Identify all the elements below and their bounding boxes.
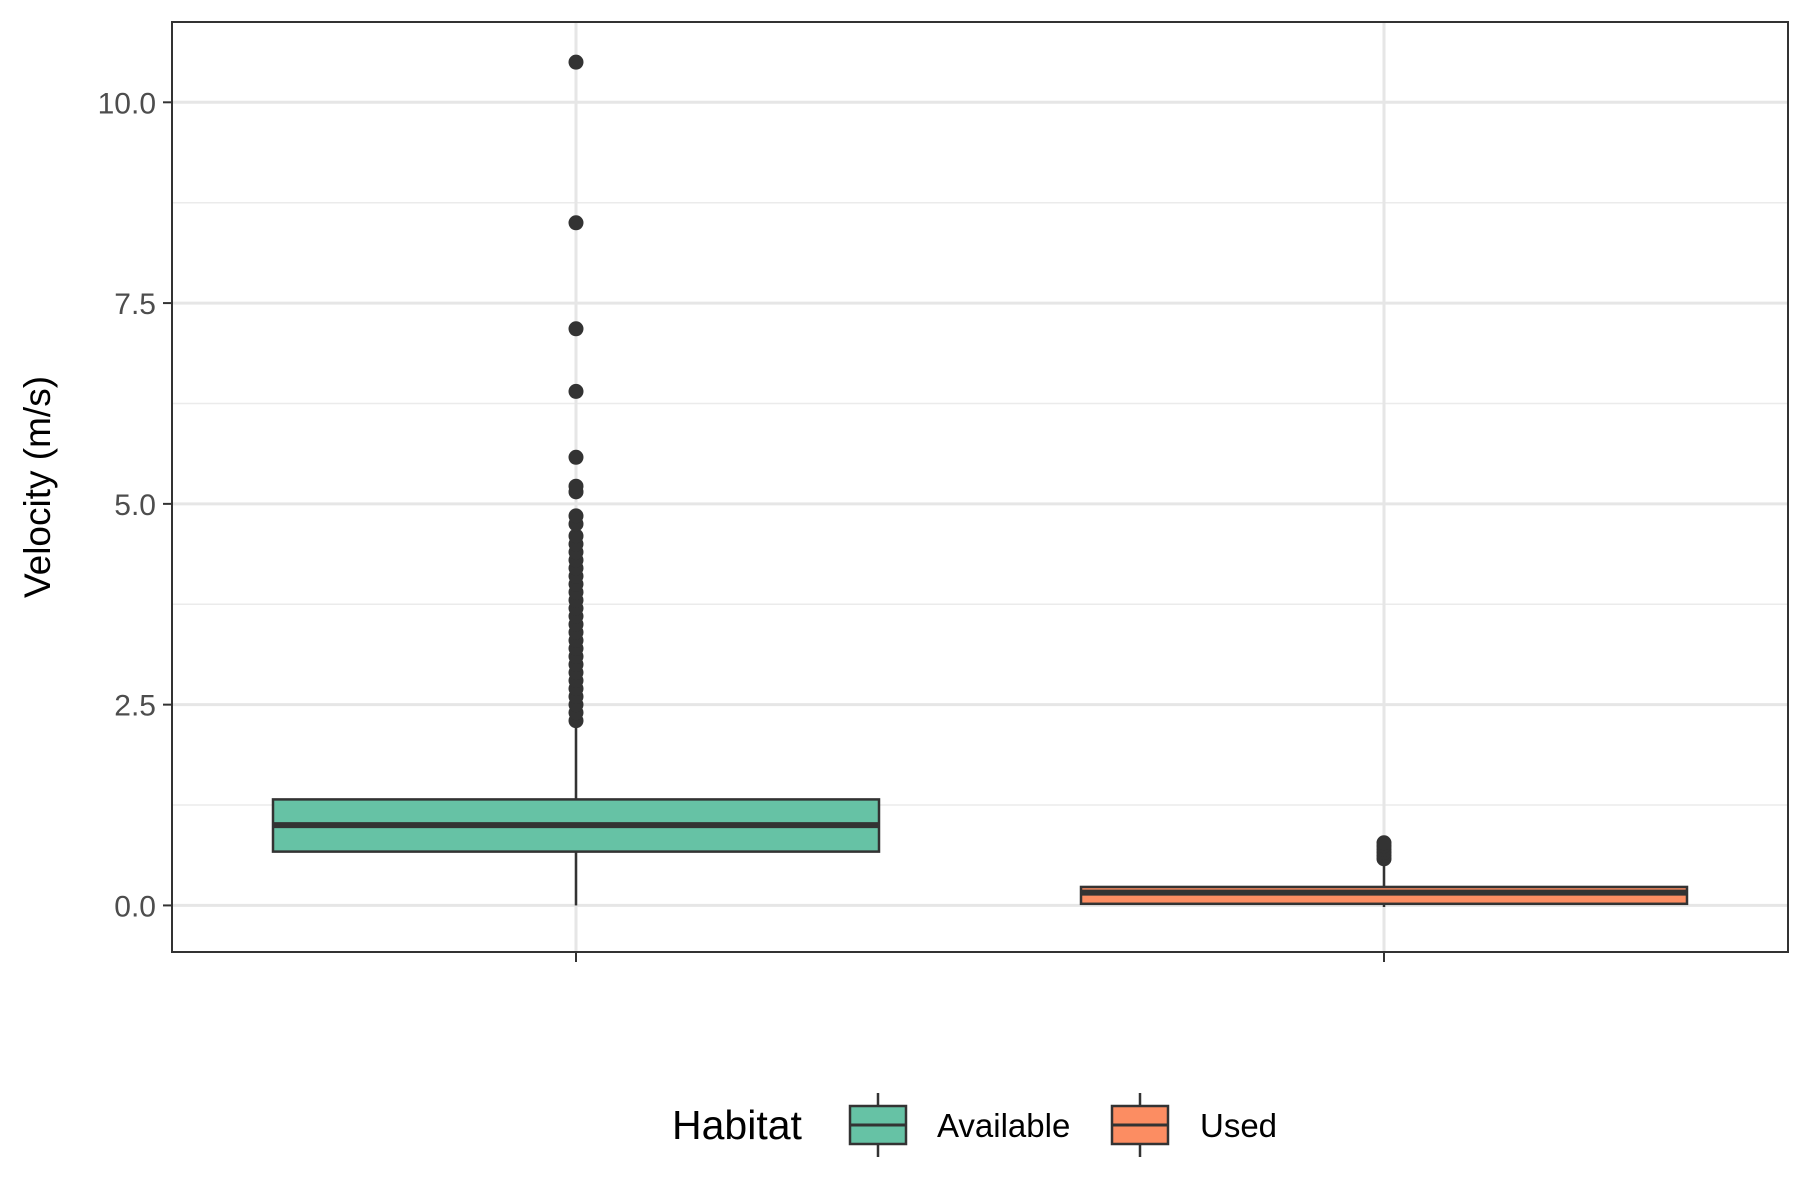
legend-item-used: Used — [1110, 1093, 1277, 1157]
y-tick-label: 5.0 — [114, 489, 156, 522]
legend-label: Used — [1200, 1107, 1277, 1144]
outlier-point — [568, 215, 584, 231]
legend: Habitat Available Used — [672, 1093, 1277, 1157]
y-tick-label: 7.5 — [114, 288, 156, 321]
outlier-point — [568, 383, 584, 399]
plot-panel-border — [171, 21, 1789, 953]
box-available — [271, 54, 881, 906]
outlier-point — [568, 321, 584, 337]
box-series — [271, 54, 1689, 908]
legend-title: Habitat — [672, 1102, 803, 1148]
y-tick-label: 2.5 — [114, 690, 156, 723]
y-axis-title: Velocity (m/s) — [17, 376, 58, 598]
box-used — [1079, 835, 1689, 908]
axes: 0.0 2.5 5.0 7.5 10.0 — [98, 87, 1385, 962]
y-tick-label: 10.0 — [98, 87, 156, 120]
legend-label: Available — [937, 1107, 1070, 1144]
outlier-point — [568, 478, 584, 494]
legend-item-available: Available — [848, 1093, 1070, 1157]
y-tick-label: 0.0 — [114, 890, 156, 923]
outlier-point — [568, 508, 584, 524]
outlier-point — [1376, 835, 1392, 851]
outlier-point — [568, 528, 584, 544]
outlier-point — [568, 449, 584, 465]
outlier-point — [568, 54, 584, 70]
